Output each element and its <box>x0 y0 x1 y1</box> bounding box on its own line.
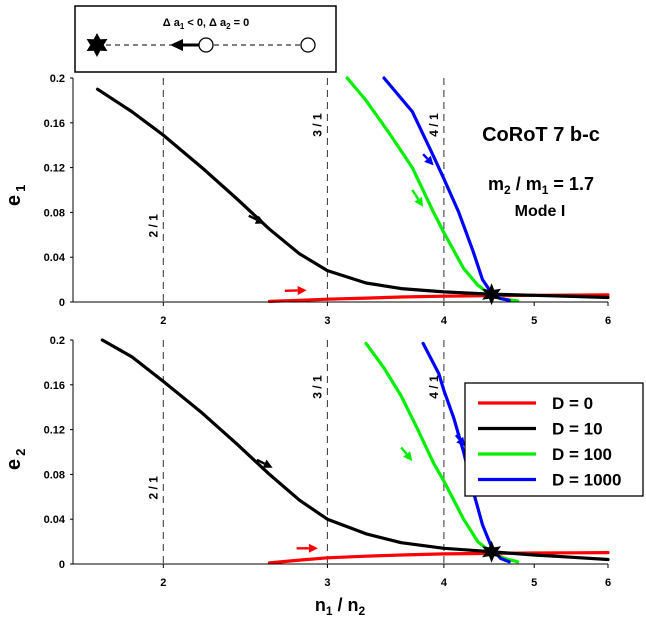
inset-diagram: Δ a1 < 0, Δ a2 = 0 <box>74 5 337 73</box>
y-tick-label: 0.16 <box>44 118 65 130</box>
y-tick-label: 0.08 <box>44 207 65 219</box>
resonance-label: 3 / 1 <box>310 375 324 399</box>
x-tick-label: 3 <box>324 577 330 589</box>
y-tick-label: 0.04 <box>44 252 66 264</box>
series-line <box>100 338 610 562</box>
y-tick-label: 0.2 <box>50 335 65 347</box>
resonance-label: 4 / 1 <box>427 375 441 399</box>
x-tick-label: 5 <box>531 577 537 589</box>
y-tick-label: 0.12 <box>44 163 65 175</box>
x-tick-label: 6 <box>605 315 611 327</box>
direction-arrowhead <box>414 196 424 207</box>
axes: 0 0.04 0.08 0.12 0.16 0.2 2 3 4 5 6 <box>44 335 611 589</box>
axes: 0 0.04 0.08 0.12 0.16 0.2 2 3 4 5 6 <box>44 73 611 327</box>
mode-label: Mode I <box>515 203 566 220</box>
resonance-label: 2 / 1 <box>146 476 160 500</box>
y-tick-label: 0.12 <box>44 425 65 437</box>
x-tick-label: 4 <box>441 577 448 589</box>
equilibrium-star-icon <box>482 540 502 563</box>
top-panel: 2 / 1 3 / 1 4 / 1 0 0.04 0.08 0.12 0.16 0.2 2 3 4 5… <box>3 73 611 327</box>
legend-entry-label: D = 1000 <box>552 471 621 490</box>
x-tick-label: 4 <box>441 315 448 327</box>
legend: D = 0 D = 10 D = 100 D = 1000 <box>464 382 644 497</box>
direction-arrowhead <box>456 436 466 447</box>
y-tick-label: 0.16 <box>44 380 65 392</box>
resonance-label: 2 / 1 <box>146 214 160 238</box>
direction-arrowhead <box>254 215 265 224</box>
legend-entry-label: D = 10 <box>552 420 603 439</box>
mass-ratio: m2 / m1 = 1.7 <box>488 174 594 197</box>
legend-entry-label: D = 100 <box>552 445 612 464</box>
direction-arrowhead <box>308 543 318 553</box>
direction-arrows <box>248 153 434 295</box>
inset-arrowhead <box>170 39 183 51</box>
y-axis-label-e2: e2 <box>3 449 28 470</box>
inset-star-icon <box>86 33 108 57</box>
equilibrium-marker <box>482 283 502 306</box>
x-axis-label: n1 / n2 <box>315 595 366 618</box>
inset-outer-planet-circle <box>300 37 316 53</box>
y-axis-label-e1: e1 <box>3 185 28 206</box>
direction-arrow <box>400 446 408 455</box>
x-tick-label: 3 <box>324 315 330 327</box>
inset-label: Δ a1 < 0, Δ a2 = 0 <box>163 17 250 31</box>
y-tick-label: 0.08 <box>44 469 65 481</box>
y-tick-label: 0.04 <box>44 514 66 526</box>
direction-arrow <box>422 153 429 160</box>
resonance-lines: 2 / 1 3 / 1 4 / 1 <box>146 78 445 302</box>
direction-arrows <box>256 434 466 553</box>
direction-arrowhead <box>403 451 413 461</box>
bottom-panel: 2 / 1 3 / 1 4 / 1 0 0.04 0.08 0.12 0.16 0.2 2 3 4 5… <box>3 335 611 618</box>
y-tick-label: 0 <box>59 297 65 309</box>
y-tick-label: 0 <box>59 559 65 571</box>
direction-arrow <box>411 189 420 200</box>
system-name: CoRoT 7 b-c <box>482 124 600 146</box>
inset-inner-planet-circle <box>198 37 214 53</box>
direction-arrowhead <box>424 155 434 166</box>
equilibrium-marker <box>482 540 502 563</box>
x-tick-label: 2 <box>160 315 166 327</box>
x-tick-label: 5 <box>531 315 537 327</box>
x-tick-label: 6 <box>605 577 611 589</box>
direction-arrow <box>454 434 461 441</box>
direction-arrow <box>248 214 258 221</box>
y-tick-label: 0.2 <box>50 73 65 85</box>
x-tick-label: 2 <box>160 577 166 589</box>
direction-arrowhead <box>262 459 273 468</box>
legend-entry-label: D = 0 <box>552 394 593 413</box>
direction-arrowhead <box>297 286 307 295</box>
resonance-label: 4 / 1 <box>427 113 441 137</box>
series-line <box>95 87 610 300</box>
equilibrium-star-icon <box>482 283 502 306</box>
resonance-lines: 2 / 1 3 / 1 4 / 1 <box>146 340 445 564</box>
series-line <box>267 550 610 565</box>
resonance-label: 3 / 1 <box>310 113 324 137</box>
direction-arrow <box>256 458 266 465</box>
